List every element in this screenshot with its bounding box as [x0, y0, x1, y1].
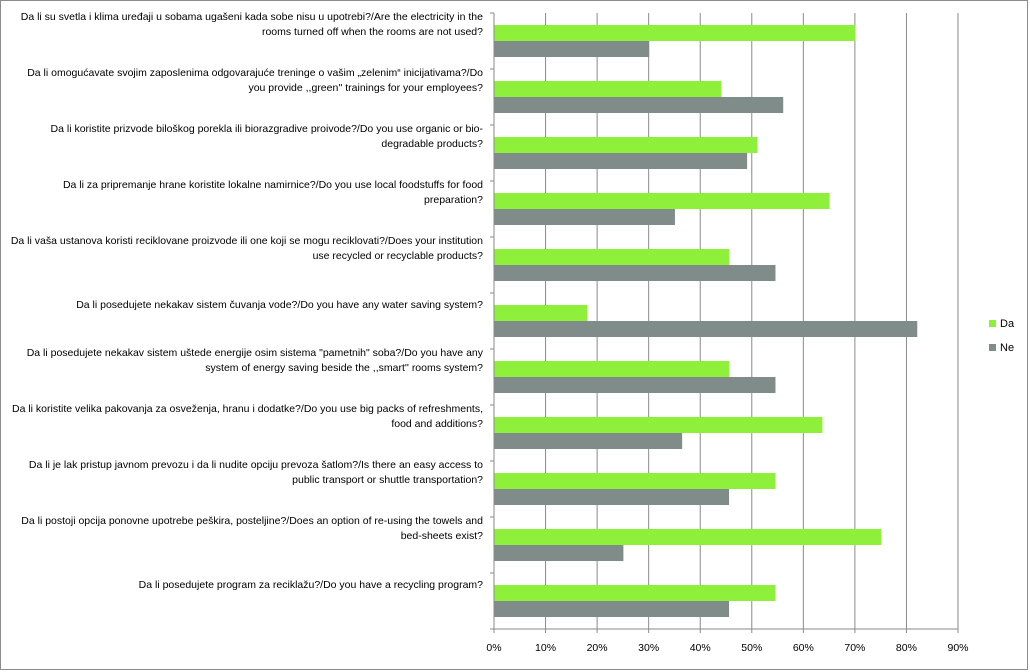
bar-da	[494, 81, 722, 97]
bar-da	[494, 529, 882, 545]
category-label: Da li posedujete program za reciklažu?/D…	[138, 578, 483, 591]
bar-ne	[494, 321, 918, 337]
bar-ne	[494, 97, 784, 113]
category-label: Da li omogućavate svojim zaposlenima odg…	[27, 67, 483, 94]
category-label: Da li koristite prizvode biloškog porekl…	[50, 123, 483, 150]
x-tick-label: 30%	[638, 642, 659, 654]
x-tick-label: 70%	[844, 642, 865, 654]
bar-da	[494, 585, 776, 601]
bar-ne	[494, 489, 730, 505]
bar-da	[494, 473, 776, 489]
bar-da	[494, 361, 730, 377]
bar-da	[494, 249, 730, 265]
x-tick-label: 60%	[793, 642, 814, 654]
legend-label-da: Da	[1000, 318, 1015, 330]
bar-ne	[494, 377, 776, 393]
x-tick-label: 10%	[535, 642, 556, 654]
bar-da	[494, 305, 588, 321]
bar-da	[494, 417, 823, 433]
bar-ne	[494, 153, 748, 169]
bar-ne	[494, 433, 683, 449]
x-tick-label: 90%	[947, 642, 968, 654]
bar-da	[494, 193, 830, 209]
category-label: Da li je lak pristup javnom prevozu i da…	[28, 459, 483, 486]
category-label: Da li za pripremanje hrane koristite lok…	[62, 179, 483, 206]
x-tick-label: 0%	[486, 642, 501, 654]
bar-da	[494, 25, 856, 41]
category-label: Da li vaša ustanova koristi reciklovane …	[10, 235, 483, 262]
bar-ne	[494, 545, 624, 561]
bar-ne	[494, 209, 675, 225]
legend-marker-ne	[989, 344, 996, 351]
bar-da	[494, 137, 758, 153]
legend-marker-da	[989, 320, 996, 327]
category-label: Da li posedujete nekakav sistem čuvanja …	[76, 298, 483, 311]
bar-ne	[494, 601, 730, 617]
category-label: Da li postoji opcija ponovne upotrebe pe…	[21, 515, 483, 542]
x-tick-label: 50%	[741, 642, 762, 654]
x-tick-label: 20%	[587, 642, 608, 654]
category-label: Da li posedujete nekakav sistem uštede e…	[26, 347, 483, 374]
legend-label-ne: Ne	[1000, 342, 1014, 354]
category-label: Da li koristite velika pakovanja za osve…	[11, 403, 483, 430]
bar-ne	[494, 265, 776, 281]
x-tick-label: 40%	[690, 642, 711, 654]
bar-ne	[494, 41, 650, 57]
category-label: Da li su svetla i klima uređaji u sobama…	[20, 11, 483, 38]
x-tick-label: 80%	[896, 642, 917, 654]
